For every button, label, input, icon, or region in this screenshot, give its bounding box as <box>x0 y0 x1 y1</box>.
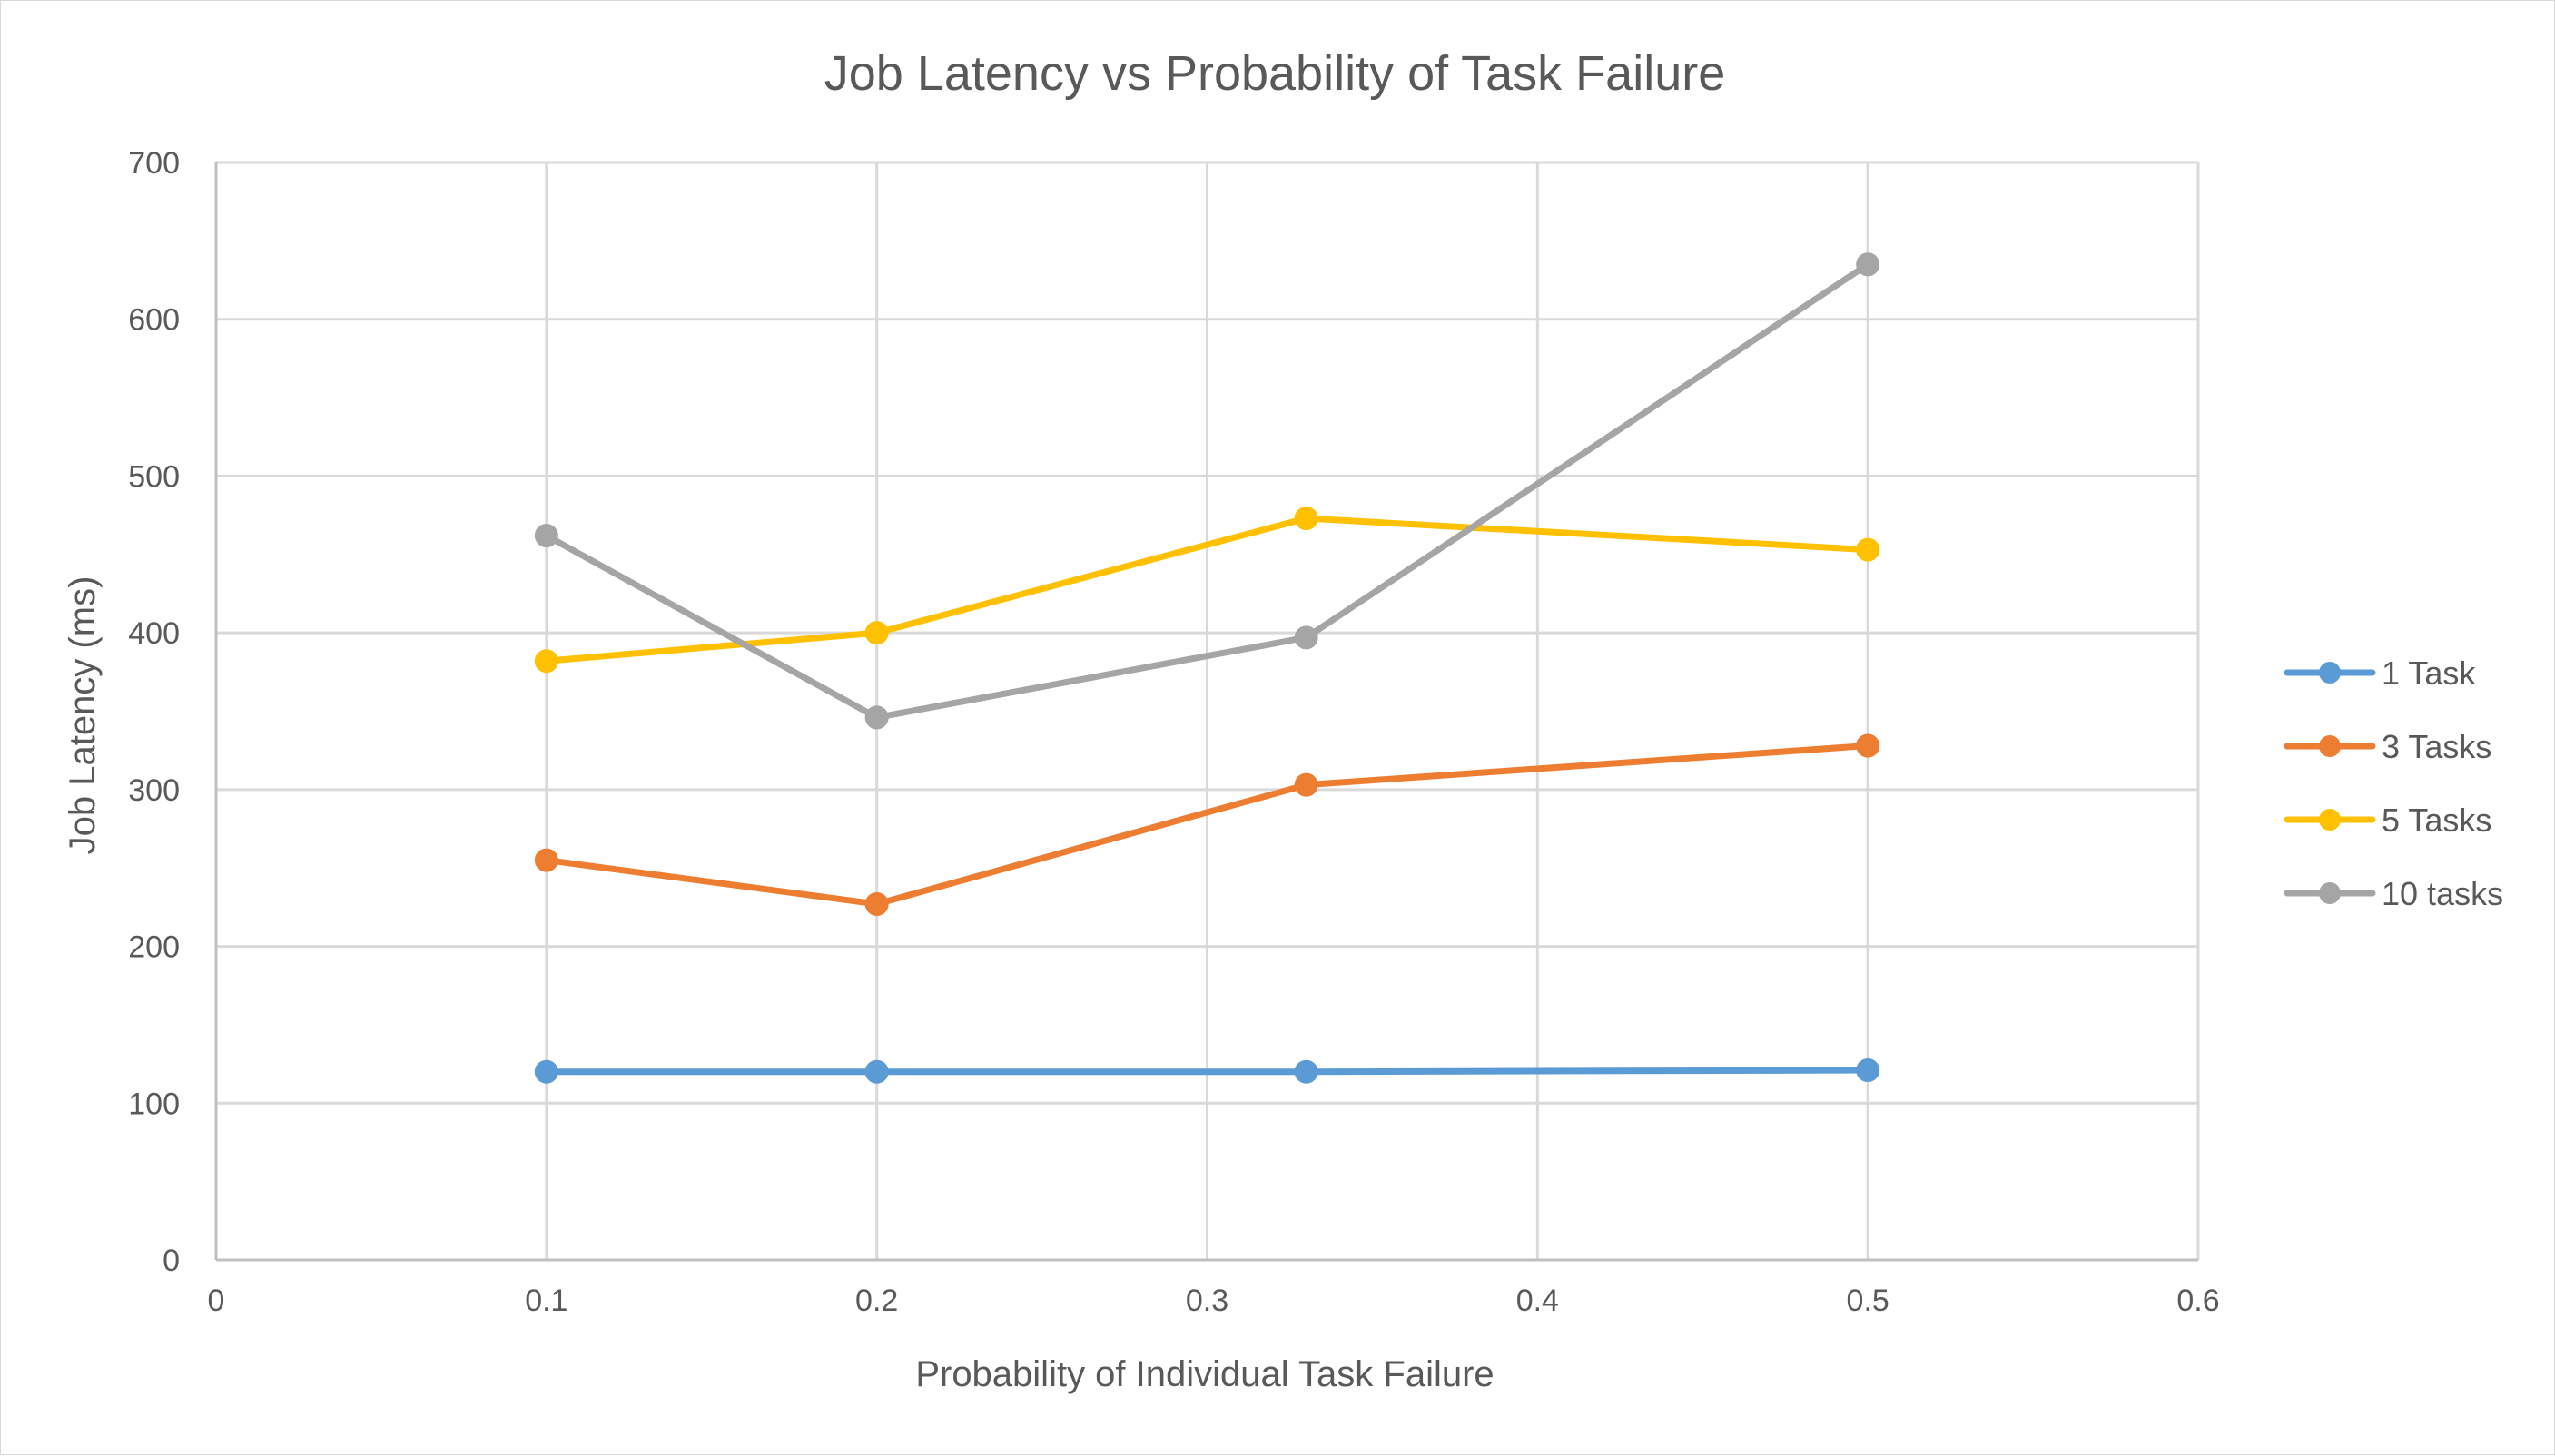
grid-layer <box>214 161 2200 1262</box>
series-2-point <box>534 848 558 872</box>
y-tick-label: 400 <box>128 616 180 651</box>
legend: 1 Task 3 Tasks 5 Tasks 10 tasks <box>2284 654 2503 912</box>
axis-layer <box>214 162 2198 1262</box>
series-line-2 <box>543 742 1871 908</box>
series-3-point <box>1856 537 1880 562</box>
chart-title: Job Latency vs Probability of Task Failu… <box>824 46 1726 101</box>
y-tick-label: 600 <box>128 303 180 338</box>
y-tick-label: 500 <box>128 459 180 494</box>
legend-marker-2 <box>2319 735 2341 757</box>
series-1-point <box>864 1059 889 1084</box>
x-tick-label: 0.4 <box>1516 1284 1559 1318</box>
legend-label-2: 3 Tasks <box>2382 728 2491 765</box>
legend-marker-3 <box>2319 809 2341 831</box>
series-2-point <box>1856 733 1880 758</box>
y-tick-label: 200 <box>128 930 180 965</box>
series-4-point <box>534 524 558 548</box>
series-4-point <box>1856 252 1880 277</box>
y-tick-label: 100 <box>128 1087 180 1121</box>
series-line-1 <box>543 1067 1871 1076</box>
legend-label-1: 1 Task <box>2382 654 2476 692</box>
x-tick-label: 0.1 <box>525 1284 567 1318</box>
x-tick-label: 0.6 <box>2176 1284 2219 1318</box>
x-tick-label: 0 <box>208 1284 225 1318</box>
x-tick-label: 0.3 <box>1186 1284 1228 1318</box>
legend-label-3: 5 Tasks <box>2382 802 2491 839</box>
y-tick-label: 700 <box>128 146 180 181</box>
series-layer <box>534 252 1880 1084</box>
series-line-4 <box>543 261 1871 721</box>
legend-marker-1 <box>2319 662 2341 684</box>
tick-labels: 0 100 200 300 400 500 600 700 0 0.1 0.2 0.3 0.4 0.5 0.… <box>128 146 2219 1318</box>
series-1-point <box>534 1059 558 1084</box>
series-1-point <box>1294 1059 1318 1084</box>
x-axis-title: Probability of Individual Task Failure <box>915 1354 1494 1394</box>
y-tick-label: 0 <box>163 1244 180 1278</box>
series-3-point <box>864 621 889 645</box>
series-1-point <box>1856 1058 1880 1083</box>
y-axis-title: Job Latency (ms) <box>63 576 103 855</box>
series-4-point <box>1294 625 1318 650</box>
series-4-point <box>864 705 889 730</box>
series-line-3 <box>543 515 1871 664</box>
y-tick-label: 300 <box>128 773 180 808</box>
series-2-point <box>1294 772 1318 797</box>
series-3-point <box>1294 507 1318 531</box>
series-3-point <box>534 649 558 674</box>
legend-label-4: 10 tasks <box>2382 875 2503 912</box>
legend-marker-4 <box>2319 882 2341 904</box>
x-tick-label: 0.5 <box>1847 1284 1889 1318</box>
series-2-point <box>864 891 889 916</box>
x-tick-label: 0.2 <box>855 1284 898 1318</box>
